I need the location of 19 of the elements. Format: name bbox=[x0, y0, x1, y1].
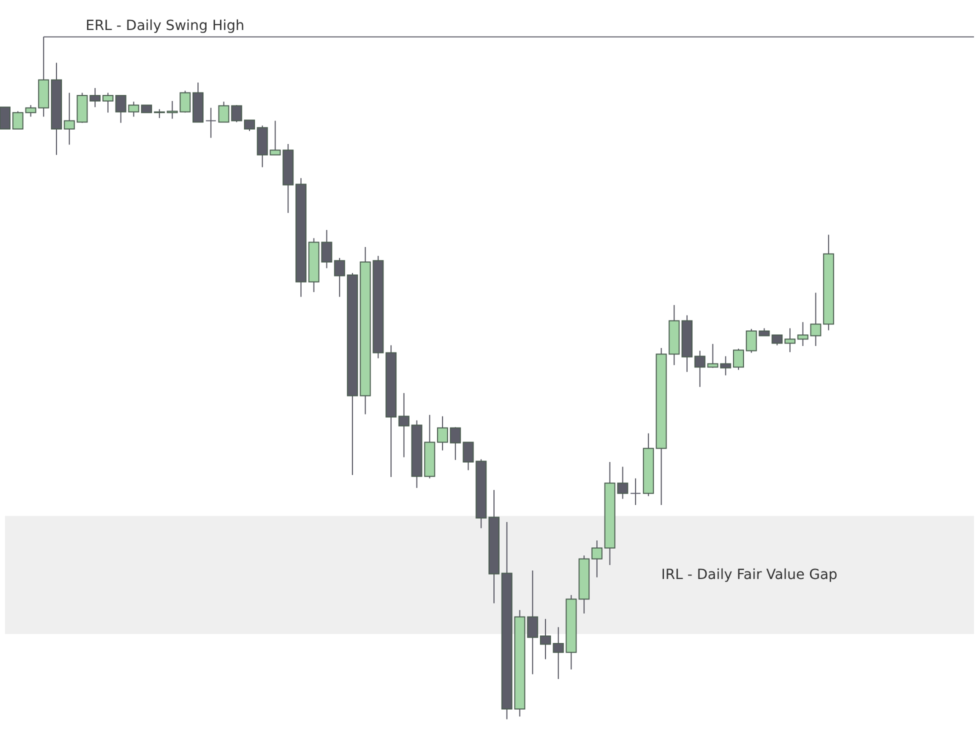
candlestick bbox=[450, 426, 461, 460]
candlestick bbox=[90, 88, 101, 108]
candlestick bbox=[591, 540, 602, 578]
candlestick bbox=[398, 392, 410, 458]
candlestick bbox=[102, 92, 114, 114]
ref-line-label: ERL - Daily Swing High bbox=[86, 18, 244, 34]
candlestick bbox=[772, 334, 783, 346]
candlestick bbox=[437, 416, 448, 451]
candlestick bbox=[205, 107, 216, 138]
candlestick bbox=[0, 106, 10, 130]
candlestick bbox=[733, 348, 744, 370]
band-label: IRL - Daily Fair Value Gap bbox=[661, 566, 838, 583]
candlestick bbox=[694, 350, 706, 388]
candlestick bbox=[527, 570, 538, 675]
candlestick bbox=[244, 120, 255, 132]
candlestick bbox=[784, 328, 796, 353]
candlestick bbox=[630, 478, 642, 506]
candlestick bbox=[540, 618, 551, 660]
candlestick bbox=[334, 257, 346, 298]
